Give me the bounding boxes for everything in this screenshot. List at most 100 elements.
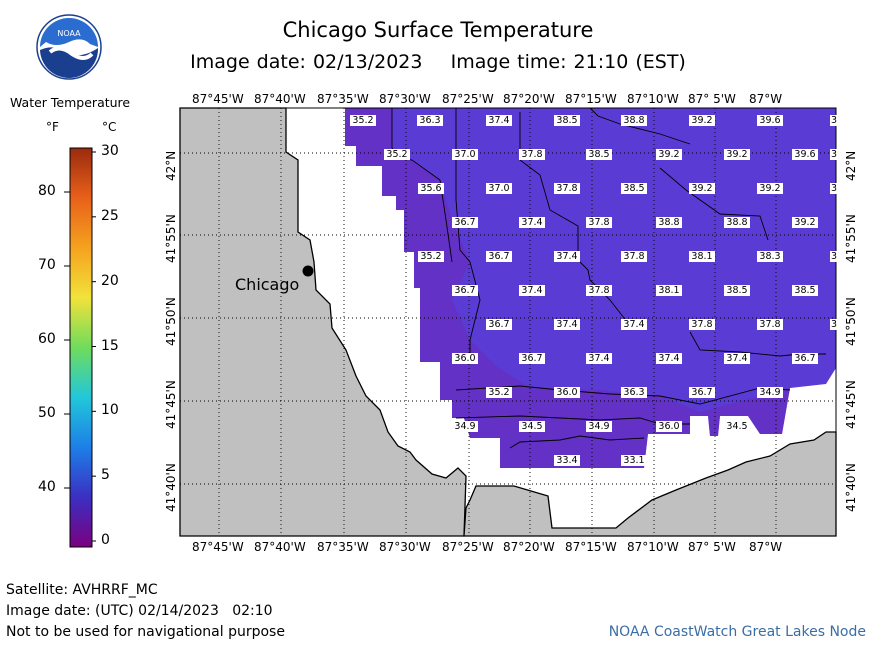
lon-label-bottom: 87°30'W — [379, 540, 431, 554]
lon-label-bottom: 87°W — [749, 540, 783, 554]
temperature-reading: 35.2 — [486, 387, 512, 398]
city-label-chicago: Chicago — [235, 275, 300, 294]
lon-label-top: 87°W — [749, 92, 783, 106]
chicago-marker — [302, 265, 314, 277]
lon-label-top: 87°20'W — [503, 92, 555, 106]
temperature-reading: 36.0 — [452, 353, 478, 364]
legend-unit-c: °C — [102, 120, 117, 134]
lat-label-right: 41°40'N — [844, 463, 858, 512]
lat-label-right: 42°N — [844, 150, 858, 181]
temperature-reading: 37.4 — [724, 353, 750, 364]
legend-tick-f: 70 — [38, 257, 56, 273]
lon-label-top: 87°45'W — [192, 92, 244, 106]
noaa-logo-icon: NOAA — [36, 14, 102, 80]
temperature-reading: 36.7 — [519, 353, 545, 364]
temperature-reading: 39.2 — [689, 183, 715, 194]
temperature-reading: 39.2 — [656, 149, 682, 160]
legend-tick-f: 80 — [38, 183, 56, 199]
temperature-reading: 37.4 — [519, 217, 545, 228]
temperature-reading: 35.2 — [350, 115, 376, 126]
legend-tick-f: 60 — [38, 331, 56, 347]
image-date-time: Image date: 02/13/2023 Image time: 21:10… — [190, 51, 686, 73]
temperature-reading: 38.5 — [586, 149, 612, 160]
temperature-reading: 39.2 — [689, 115, 715, 126]
lon-label-bottom: 87°20'W — [503, 540, 555, 554]
graticule — [180, 108, 836, 536]
page-title: Chicago Surface Temperature — [282, 18, 594, 42]
legend-tick-c: 0 — [101, 532, 110, 548]
legend-tick-c: 10 — [101, 402, 119, 419]
legend-tick-f: 40 — [38, 479, 56, 495]
footer-satellite: Satellite: AVHRRF_MC — [6, 582, 158, 598]
temperature-reading: 38.5 — [724, 285, 750, 296]
temperature-reading: 37.8 — [554, 183, 580, 194]
temperature-reading: 38.8 — [724, 217, 750, 228]
temperature-reading: 3 — [830, 319, 839, 330]
lon-label-bottom: 87°35'W — [317, 540, 369, 554]
lat-label-left: 41°55'N — [164, 214, 178, 263]
lon-label-top: 87°10'W — [627, 92, 679, 106]
legend-tick-f: 50 — [38, 405, 56, 421]
temperature-reading: 37.8 — [586, 285, 612, 296]
temperature-reading: 38.5 — [792, 285, 818, 296]
temperature-reading: 38.5 — [621, 183, 647, 194]
temperature-reading: 33.4 — [554, 455, 580, 466]
legend-tick-c: 15 — [101, 337, 119, 354]
lat-label-right: 41°55'N — [844, 214, 858, 263]
footer-disclaimer: Not to be used for navigational purpose — [6, 624, 285, 640]
temperature-reading: 35.2 — [384, 149, 410, 160]
legend-tick-c: 5 — [101, 467, 110, 484]
temperature-reading: 36.0 — [656, 421, 682, 432]
temperature-reading: 36.7 — [792, 353, 818, 364]
temperature-reading: 3 — [830, 251, 839, 262]
temperature-reading: 36.3 — [621, 387, 647, 398]
lon-label-bottom: 87°10'W — [627, 540, 679, 554]
temperature-reading: 38.8 — [656, 217, 682, 228]
lat-label-left: 42°N — [164, 150, 178, 181]
temperature-reading: 37.4 — [586, 353, 612, 364]
temperature-reading: 34.5 — [519, 421, 545, 432]
temperature-reading: 36.7 — [689, 387, 715, 398]
legend-tick-c: 25 — [101, 207, 119, 224]
land-south — [463, 431, 837, 537]
lon-label-bottom: 87° 5'W — [688, 540, 736, 554]
temperature-reading: 39.6 — [792, 149, 818, 160]
temperature-reading: 37.8 — [586, 217, 612, 228]
lat-label-left: 41°40'N — [164, 463, 178, 512]
temperature-reading: 34.9 — [452, 421, 478, 432]
temperature-reading: 37.4 — [656, 353, 682, 364]
temperature-reading: 35.6 — [418, 183, 444, 194]
lat-label-left: 41°45'N — [164, 380, 178, 429]
legend-tick-c: 30 — [101, 143, 119, 159]
temperature-reading: 35.2 — [418, 251, 444, 262]
temperature-reading: 37.4 — [519, 285, 545, 296]
footer-credit: NOAA CoastWatch Great Lakes Node — [608, 624, 866, 640]
temperature-reading: 36.3 — [417, 115, 443, 126]
temperature-reading: 36.7 — [452, 285, 478, 296]
temperature-reading: 39.6 — [757, 115, 783, 126]
lon-label-top: 87°35'W — [317, 92, 369, 106]
temperature-reading: 37.0 — [486, 183, 512, 194]
temperature-reading: 36.0 — [554, 387, 580, 398]
lat-label-right: 41°50'N — [844, 297, 858, 346]
lon-label-top: 87°25'W — [442, 92, 494, 106]
temperature-reading: 38.5 — [554, 115, 580, 126]
temperature-reading: 38.1 — [689, 251, 715, 262]
temperature-reading: 38.1 — [656, 285, 682, 296]
temperature-reading: 3 — [830, 149, 839, 160]
temperature-reading: 33.1 — [621, 455, 647, 466]
temperature-reading: 37.8 — [519, 149, 545, 160]
temperature-reading: 39.2 — [724, 149, 750, 160]
temperature-reading: 36.7 — [452, 217, 478, 228]
temperature-reading: 37.4 — [554, 251, 580, 262]
footer-utc-date: Image date: (UTC) 02/14/2023 02:10 — [6, 603, 273, 619]
temperature-reading: 37.4 — [621, 319, 647, 330]
lon-label-top: 87°15'W — [565, 92, 617, 106]
lon-label-bottom: 87°40'W — [254, 540, 306, 554]
temperature-reading: 34.9 — [757, 387, 783, 398]
logo-text: NOAA — [57, 29, 81, 38]
temperature-reading: 38.8 — [621, 115, 647, 126]
legend-title: Water Temperature — [10, 95, 131, 110]
temperature-reading: 3 — [830, 115, 839, 126]
